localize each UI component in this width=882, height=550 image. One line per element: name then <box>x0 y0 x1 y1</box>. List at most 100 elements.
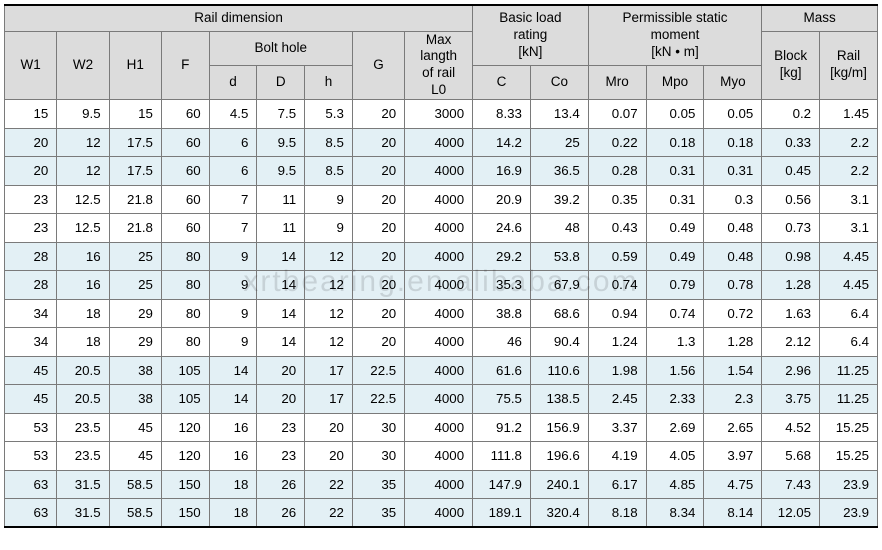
cell: 9 <box>209 299 257 328</box>
table-row: 281625809141220400029.253.80.590.490.480… <box>5 242 878 271</box>
cell: 4000 <box>405 470 473 499</box>
cell: 25 <box>109 271 161 300</box>
cell: 25 <box>530 128 588 157</box>
hdr-myo: Myo <box>704 65 762 99</box>
cell: 2.3 <box>704 385 762 414</box>
cell: 58.5 <box>109 499 161 528</box>
cell: 3.75 <box>762 385 820 414</box>
cell: 120 <box>161 413 209 442</box>
cell: 34 <box>5 299 57 328</box>
cell: 9 <box>305 214 353 243</box>
cell: 15.25 <box>820 442 878 471</box>
cell: 12.05 <box>762 499 820 528</box>
cell: 0.22 <box>588 128 646 157</box>
cell: 26 <box>257 499 305 528</box>
table-row: 6331.558.5150182622354000189.1320.48.188… <box>5 499 878 528</box>
cell: 4000 <box>405 385 473 414</box>
cell: 0.18 <box>704 128 762 157</box>
cell: 24.6 <box>473 214 531 243</box>
cell: 45 <box>109 413 161 442</box>
table-row: 2312.521.860711920400024.6480.430.490.48… <box>5 214 878 243</box>
cell: 20 <box>352 271 404 300</box>
cell: 4.75 <box>704 470 762 499</box>
table-row: 281625809141220400035.367.90.740.790.781… <box>5 271 878 300</box>
cell: 12 <box>305 242 353 271</box>
cell: 28 <box>5 271 57 300</box>
cell: 22.5 <box>352 356 404 385</box>
cell: 0.07 <box>588 100 646 129</box>
cell: 18 <box>209 499 257 528</box>
cell: 20 <box>257 385 305 414</box>
cell: 16 <box>57 242 109 271</box>
hdr-rail-dimension: Rail dimension <box>5 5 473 31</box>
cell: 2.65 <box>704 413 762 442</box>
cell: 8.18 <box>588 499 646 528</box>
hdr-c: C <box>473 65 531 99</box>
cell: 4.52 <box>762 413 820 442</box>
cell: 1.45 <box>820 100 878 129</box>
cell: 196.6 <box>530 442 588 471</box>
hdr-D: D <box>257 65 305 99</box>
cell: 38 <box>109 356 161 385</box>
cell: 45 <box>109 442 161 471</box>
hdr-d: d <box>209 65 257 99</box>
cell: 3.1 <box>820 185 878 214</box>
cell: 6.4 <box>820 299 878 328</box>
cell: 46 <box>473 328 531 357</box>
cell: 20.5 <box>57 356 109 385</box>
cell: 0.33 <box>762 128 820 157</box>
cell: 0.49 <box>646 214 704 243</box>
cell: 8.33 <box>473 100 531 129</box>
cell: 11.25 <box>820 356 878 385</box>
cell: 23.5 <box>57 442 109 471</box>
cell: 4000 <box>405 499 473 528</box>
table-row: 159.515604.57.55.32030008.3313.40.070.05… <box>5 100 878 129</box>
cell: 20 <box>352 185 404 214</box>
cell: 45 <box>5 356 57 385</box>
cell: 60 <box>161 100 209 129</box>
cell: 20 <box>352 157 404 186</box>
cell: 39.2 <box>530 185 588 214</box>
cell: 0.73 <box>762 214 820 243</box>
cell: 16.9 <box>473 157 531 186</box>
cell: 6 <box>209 128 257 157</box>
cell: 9 <box>209 242 257 271</box>
cell: 45 <box>5 385 57 414</box>
cell: 20 <box>352 128 404 157</box>
cell: 1.3 <box>646 328 704 357</box>
hdr-max-length: Maxlangthof railL0 <box>405 31 473 100</box>
cell: 80 <box>161 271 209 300</box>
cell: 18 <box>57 299 109 328</box>
cell: 8.14 <box>704 499 762 528</box>
cell: 31.5 <box>57 470 109 499</box>
cell: 17.5 <box>109 128 161 157</box>
table-row: 201217.56069.58.520400014.2250.220.180.1… <box>5 128 878 157</box>
cell: 4.85 <box>646 470 704 499</box>
cell: 80 <box>161 328 209 357</box>
table-body: 159.515604.57.55.32030008.3313.40.070.05… <box>5 100 878 528</box>
cell: 63 <box>5 499 57 528</box>
cell: 4000 <box>405 242 473 271</box>
cell: 9 <box>305 185 353 214</box>
cell: 4.19 <box>588 442 646 471</box>
cell: 0.74 <box>588 271 646 300</box>
hdr-basic-load: Basic loadrating[kN] <box>473 5 589 65</box>
hdr-w2: W2 <box>57 31 109 100</box>
cell: 22.5 <box>352 385 404 414</box>
cell: 17 <box>305 385 353 414</box>
cell: 17.5 <box>109 157 161 186</box>
cell: 5.3 <box>305 100 353 129</box>
hdr-w1: W1 <box>5 31 57 100</box>
cell: 61.6 <box>473 356 531 385</box>
cell: 2.12 <box>762 328 820 357</box>
cell: 147.9 <box>473 470 531 499</box>
cell: 53.8 <box>530 242 588 271</box>
cell: 0.18 <box>646 128 704 157</box>
cell: 12 <box>57 157 109 186</box>
cell: 91.2 <box>473 413 531 442</box>
cell: 18 <box>209 470 257 499</box>
table-row: 5323.54512016232030400091.2156.93.372.69… <box>5 413 878 442</box>
cell: 21.8 <box>109 185 161 214</box>
cell: 0.59 <box>588 242 646 271</box>
cell: 15 <box>5 100 57 129</box>
